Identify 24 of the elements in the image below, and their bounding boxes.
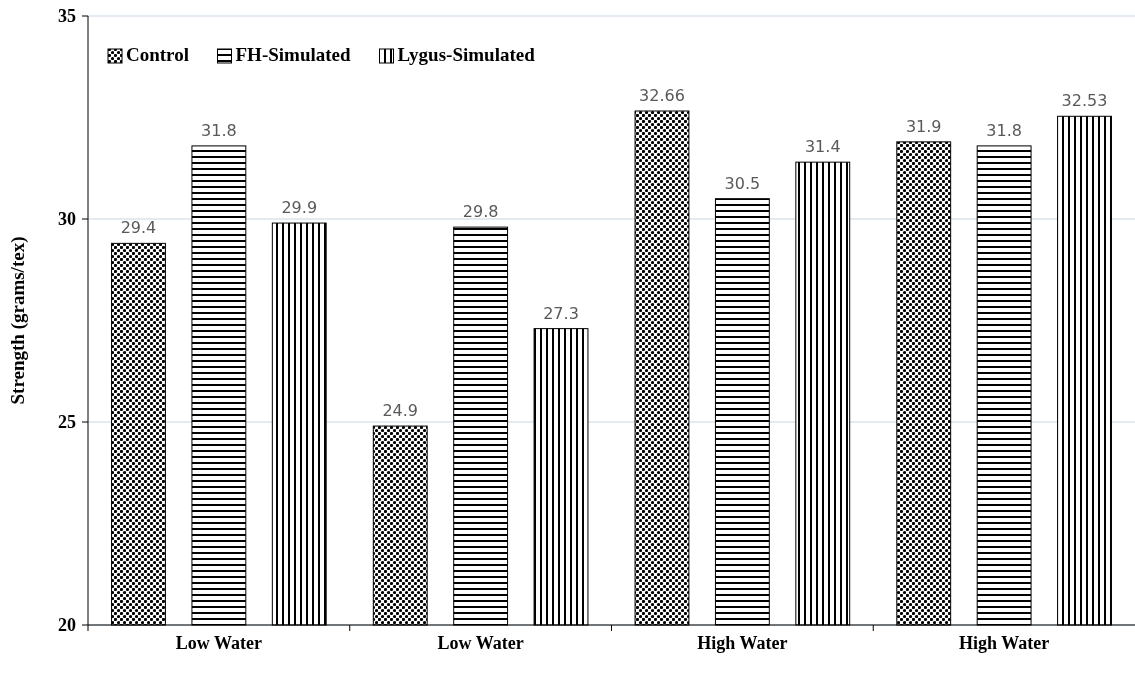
data-label: 27.3: [543, 303, 579, 323]
x-tick-label: High Water: [697, 633, 788, 653]
data-label: 29.9: [281, 198, 318, 218]
y-tick-label: 35: [58, 6, 76, 27]
data-label: 31.4: [804, 137, 841, 157]
y-tick-label: 20: [58, 615, 76, 636]
data-label: 31.8: [201, 120, 237, 140]
y-axis-title: Strength (grams/tex): [7, 236, 29, 405]
data-label: 32.66: [639, 86, 685, 105]
legend-label: Lygus-Simulated: [397, 44, 536, 65]
data-label: 32.53: [1061, 91, 1108, 111]
data-label: 30.5: [724, 173, 761, 193]
x-tick-label: Low Water: [437, 633, 524, 653]
x-tick-label: High Water: [959, 633, 1050, 653]
legend-label: FH-Simulated: [235, 44, 351, 65]
data-label: 24.9: [382, 401, 419, 421]
x-tick-label: Low Water: [175, 633, 262, 653]
data-label: 29.8: [462, 202, 499, 222]
legend-label: Control: [126, 44, 189, 65]
y-tick-label: 25: [58, 412, 76, 433]
data-label: 29.4: [120, 218, 157, 238]
y-tick-label: 30: [58, 209, 76, 230]
data-label: 31.9: [905, 116, 942, 136]
data-label: 31.8: [986, 120, 1022, 140]
